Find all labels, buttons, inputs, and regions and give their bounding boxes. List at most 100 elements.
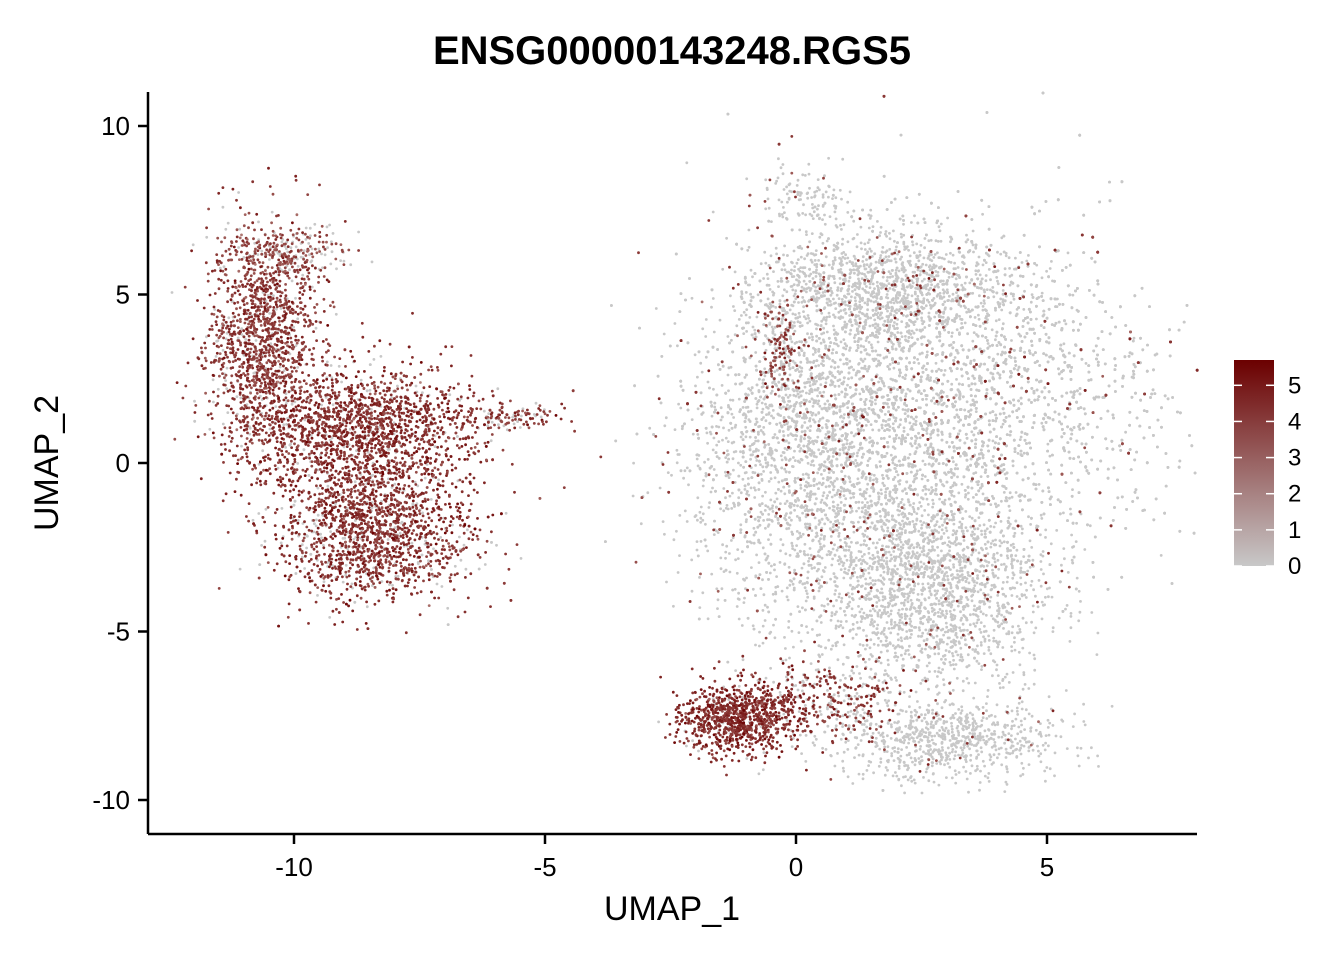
cell-point	[489, 439, 493, 443]
cell-point	[340, 380, 343, 384]
cell-point	[446, 623, 450, 626]
cell-point	[477, 567, 481, 571]
cell-point	[1124, 430, 1127, 434]
cell-point	[372, 566, 376, 570]
cell-point	[310, 285, 314, 289]
cell-point	[294, 344, 298, 347]
cell-point	[342, 445, 346, 449]
cell-point	[388, 583, 391, 586]
cell-point	[221, 422, 225, 426]
cell-point	[521, 407, 525, 411]
cell-point	[349, 263, 353, 267]
cell-point	[253, 241, 257, 245]
cell-point	[387, 477, 390, 481]
cell-point	[511, 415, 515, 419]
cell-point	[370, 408, 373, 411]
cell-point	[911, 488, 915, 492]
cell-point	[312, 530, 316, 534]
cell-point	[490, 541, 493, 544]
cell-point	[365, 605, 369, 609]
cell-point	[263, 539, 267, 543]
cell-point	[466, 528, 469, 532]
cell-point	[330, 240, 333, 244]
cell-point	[421, 511, 424, 515]
cell-point	[424, 539, 427, 543]
cell-point	[923, 451, 926, 455]
cell-point	[303, 418, 307, 422]
cell-point	[304, 238, 308, 241]
cell-point	[238, 567, 242, 571]
cell-point	[221, 348, 225, 352]
cell-point	[539, 415, 543, 419]
cell-point	[505, 428, 509, 432]
cell-point	[976, 462, 980, 466]
cell-point	[300, 543, 304, 547]
cell-point	[268, 312, 271, 315]
cell-point	[856, 346, 860, 350]
cell-point	[284, 446, 287, 449]
cell-point	[302, 249, 306, 253]
cell-point	[458, 535, 461, 539]
cell-point	[341, 580, 345, 584]
cell-point	[328, 616, 332, 619]
cell-point	[252, 371, 256, 375]
cell-point	[254, 339, 258, 342]
cell-point	[320, 536, 323, 540]
cell-point	[222, 265, 226, 269]
cell-point	[296, 264, 300, 268]
cell-point	[227, 316, 231, 320]
cell-point	[866, 369, 869, 373]
cell-point	[354, 519, 357, 522]
cell-point	[520, 414, 523, 418]
cell-point	[495, 543, 498, 547]
cell-point	[339, 259, 342, 262]
cell-point	[326, 484, 330, 488]
cell-point	[191, 243, 195, 247]
cell-point	[237, 191, 241, 194]
cell-point	[1084, 362, 1088, 365]
cell-point	[304, 226, 308, 230]
cell-point	[330, 250, 334, 254]
cell-point	[325, 360, 329, 364]
cell-point	[288, 268, 291, 272]
cell-point	[365, 389, 369, 393]
cell-point	[309, 260, 313, 264]
cell-point	[290, 402, 294, 406]
cell-point	[274, 405, 278, 408]
cell-point	[504, 511, 508, 515]
cell-point	[301, 555, 304, 559]
cell-point	[224, 379, 228, 382]
cell-point	[433, 445, 437, 448]
cell-point	[296, 366, 300, 369]
cell-point	[214, 355, 218, 358]
cell-point	[393, 526, 397, 530]
cell-point	[278, 365, 282, 369]
cell-point	[350, 582, 354, 586]
cell-point	[329, 364, 333, 367]
cell-point	[248, 432, 252, 436]
cell-point	[391, 583, 394, 587]
cell-point	[313, 222, 317, 226]
cell-point	[321, 513, 325, 517]
cell-point	[285, 423, 288, 426]
cell-point	[268, 427, 272, 431]
cell-point	[320, 403, 323, 407]
cell-point	[320, 252, 323, 256]
cell-point	[490, 420, 494, 424]
cell-point	[532, 413, 536, 416]
cell-point	[335, 267, 338, 271]
cell-point	[296, 317, 300, 321]
cell-point	[483, 563, 487, 566]
cell-point	[448, 393, 452, 397]
cell-point	[337, 364, 341, 368]
cell-point	[302, 448, 306, 452]
cell-point	[270, 210, 274, 214]
cell-point	[237, 246, 241, 249]
cell-point	[329, 262, 333, 266]
cell-point	[425, 463, 429, 466]
cell-point	[258, 563, 262, 566]
cell-point	[420, 553, 424, 557]
cell-point	[370, 260, 374, 264]
cell-point	[239, 396, 243, 400]
